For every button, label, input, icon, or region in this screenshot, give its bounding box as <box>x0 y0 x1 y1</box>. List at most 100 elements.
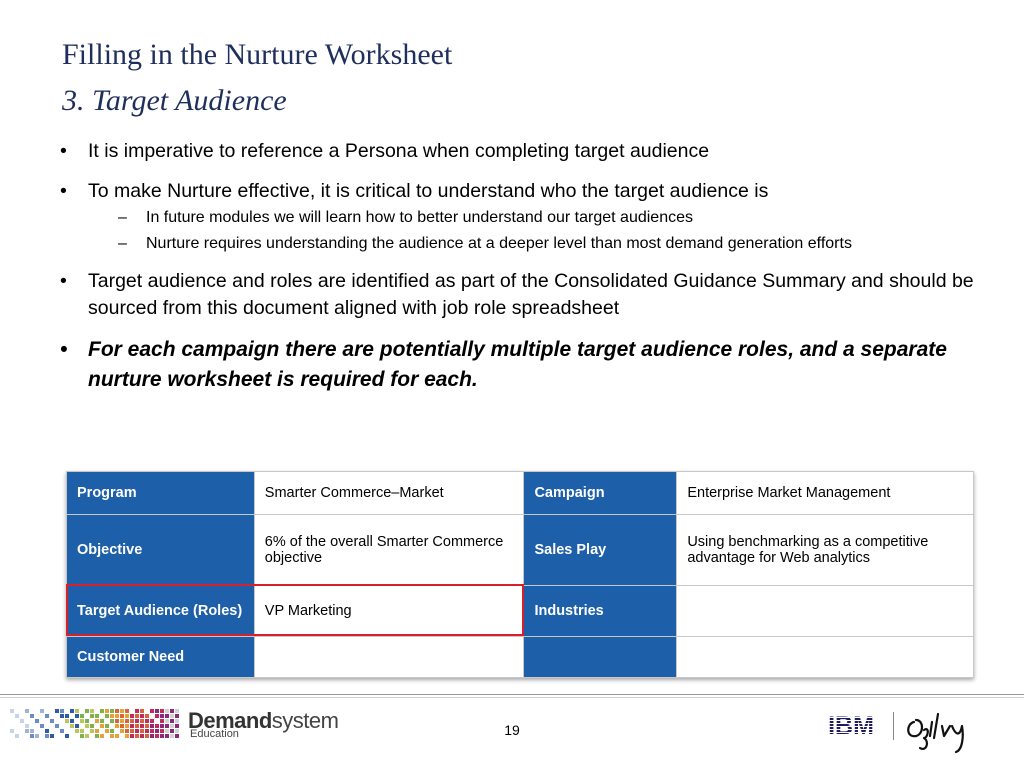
logo-mosaic-tile <box>55 724 59 728</box>
logo-mosaic-tile <box>25 709 29 713</box>
logo-mosaic-tile <box>40 709 44 713</box>
logo-mosaic-tile <box>80 719 84 723</box>
sub-bullet-item: – In future modules we will learn how to… <box>88 207 980 229</box>
logo-mosaic-tile <box>115 719 119 723</box>
logo-wordmark: Demandsystem <box>188 708 339 734</box>
table-row-highlighted: Target Audience (Roles) VP Marketing Ind… <box>66 585 974 637</box>
logo-mosaic-tile <box>175 719 179 723</box>
logo-mosaic-tile <box>160 729 164 733</box>
sub-bullet-dash: – <box>118 235 127 252</box>
logo-mosaic-tile <box>65 734 69 738</box>
logo-mosaic-tile <box>160 714 164 718</box>
logo-mosaic-tile <box>110 709 114 713</box>
logo-mosaic-tile <box>120 714 124 718</box>
logo-mosaic-tile <box>150 719 154 723</box>
sub-bullet-list: – In future modules we will learn how to… <box>88 207 980 255</box>
logo-mosaic-tile <box>140 714 144 718</box>
bullet-text: Target audience and roles are identified… <box>88 270 974 319</box>
value-cell <box>676 585 974 637</box>
logo-mosaic-tile <box>170 724 174 728</box>
logo-mosaic-tile <box>30 714 34 718</box>
logo-mosaic-tile <box>145 719 149 723</box>
label-cell: Target Audience (Roles) <box>66 585 255 637</box>
bullet-text: For each campaign there are potentially … <box>88 338 947 391</box>
footer-divider <box>0 694 1024 695</box>
logo-mosaic-tile <box>70 724 74 728</box>
logo-mosaic-tile <box>175 724 179 728</box>
logo-mosaic-tile <box>125 724 129 728</box>
label-cell: Customer Need <box>66 636 255 678</box>
logo-mosaic-tile <box>80 734 84 738</box>
value-cell <box>676 636 974 678</box>
logo-mosaic-tile <box>90 714 94 718</box>
logo-mosaic-tile <box>135 709 139 713</box>
logo-mosaic-tile <box>15 714 19 718</box>
logo-mosaic-tile <box>150 709 154 713</box>
logo-mosaic-tile <box>160 719 164 723</box>
logo-mosaic-tile <box>10 729 14 733</box>
logo-mosaic-tile <box>135 714 139 718</box>
logo-mosaic-tile <box>10 709 14 713</box>
value-cell: Smarter Commerce–Market <box>253 471 525 515</box>
logo-mosaic-tile <box>80 714 84 718</box>
logo-mosaic-tile <box>115 709 119 713</box>
logo-mosaic-tile <box>125 714 129 718</box>
demandsystem-logo: Demandsystem Education <box>10 708 340 740</box>
logo-mosaic-tile <box>20 719 24 723</box>
logo-mosaic-tile <box>145 724 149 728</box>
sub-bullet-dash: – <box>118 209 127 226</box>
logo-mosaic-tile <box>90 729 94 733</box>
logo-mosaic-tile <box>145 734 149 738</box>
logo-mosaic-tile <box>25 729 29 733</box>
bullet-item: • Target audience and roles are identifi… <box>60 268 980 322</box>
logo-mosaic-tile <box>50 734 54 738</box>
bullet-list: • It is imperative to reference a Person… <box>60 138 980 408</box>
logo-mosaic-tile <box>70 709 74 713</box>
logo-mosaic-tile <box>110 729 114 733</box>
logo-separator <box>893 712 894 740</box>
logo-mosaic-tile <box>135 724 139 728</box>
logo-mosaic-tile <box>160 724 164 728</box>
bullet-item: • To make Nurture effective, it is criti… <box>60 178 980 255</box>
logo-mosaic-tile <box>130 719 134 723</box>
logo-mosaic-tile <box>120 729 124 733</box>
logo-mosaic-tile <box>90 724 94 728</box>
footer-divider <box>0 697 1024 698</box>
logo-mosaic-tile <box>140 719 144 723</box>
logo-mosaic-tile <box>140 724 144 728</box>
logo-mosaic-tile <box>35 734 39 738</box>
logo-mosaic-tile <box>145 714 149 718</box>
bullet-dot: • <box>60 270 67 292</box>
logo-mosaic-tile <box>165 724 169 728</box>
logo-mosaic-tile <box>95 714 99 718</box>
logo-mosaic-tile <box>150 724 154 728</box>
logo-mosaic-tile <box>170 709 174 713</box>
logo-mosaic-tile <box>55 709 59 713</box>
logo-mosaic-tile <box>105 724 109 728</box>
logo-mosaic-tile <box>95 734 99 738</box>
logo-mosaic-tile <box>155 734 159 738</box>
bullet-item: • It is imperative to reference a Person… <box>60 138 980 165</box>
logo-mosaic-tile <box>120 709 124 713</box>
bullet-dot: • <box>60 338 68 361</box>
logo-mosaic-tile <box>155 709 159 713</box>
logo-mosaic-tile <box>175 729 179 733</box>
logo-mosaic-tile <box>150 734 154 738</box>
logo-mosaic-tile <box>170 729 174 733</box>
logo-mosaic-tile <box>85 709 89 713</box>
label-cell: Sales Play <box>523 514 678 586</box>
logo-mosaic-tile <box>160 734 164 738</box>
logo-mosaic-tile <box>120 724 124 728</box>
logo-mosaic-tile <box>75 709 79 713</box>
logo-mosaic-tile <box>155 729 159 733</box>
sub-bullet-item: – Nurture requires understanding the aud… <box>88 233 980 255</box>
logo-mosaic-tile <box>105 709 109 713</box>
logo-mosaic-tile <box>110 714 114 718</box>
logo-mosaic-tile <box>110 719 114 723</box>
logo-mosaic-tile <box>125 734 129 738</box>
logo-mosaic-tile <box>40 724 44 728</box>
logo-mosaic-tile <box>45 714 49 718</box>
logo-mosaic-tile <box>105 729 109 733</box>
logo-mosaic-tile <box>175 714 179 718</box>
logo-mosaic-tile <box>60 714 64 718</box>
